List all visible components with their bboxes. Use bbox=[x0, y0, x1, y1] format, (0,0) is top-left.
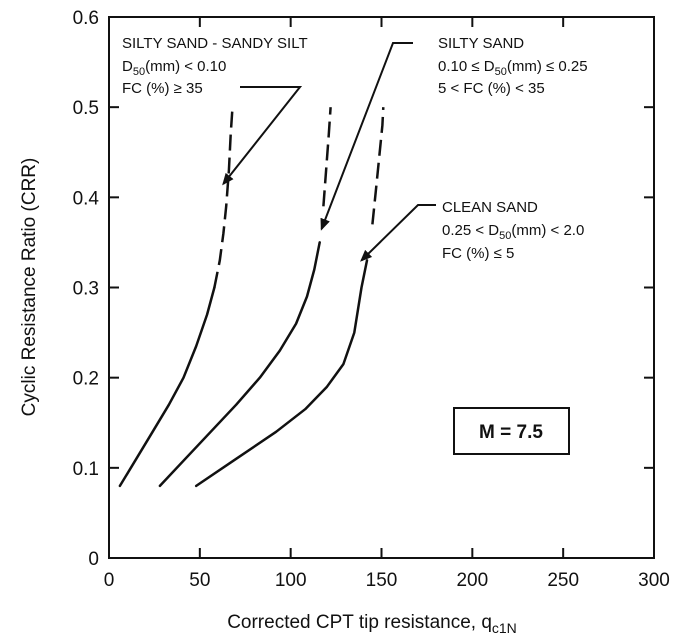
arrow-clean-sand bbox=[360, 204, 436, 262]
y-tick-label: 0.2 bbox=[73, 369, 99, 390]
x-tick-label: 300 bbox=[638, 570, 670, 591]
magnitude-label: M = 7.5 bbox=[479, 422, 543, 443]
y-tick-label: 0.6 bbox=[73, 8, 99, 29]
x-tick-label: 150 bbox=[366, 570, 398, 591]
annotation-title: SILTY SAND bbox=[438, 35, 524, 52]
plot-frame bbox=[108, 16, 655, 559]
curve-dashed-2 bbox=[371, 107, 385, 225]
annotation-silty-sand: SILTY SAND 0.10 ≤ D50(mm) ≤ 0.25 5 < FC … bbox=[438, 35, 588, 97]
x-tick-label: 0 bbox=[104, 570, 115, 591]
x-tick-labels: 0 50 100 150 200 250 300 bbox=[104, 570, 670, 591]
annotation-d50-line: D50(mm) < 0.10 bbox=[122, 58, 226, 78]
curve-dashed-1 bbox=[322, 107, 332, 207]
x-tick-label: 250 bbox=[547, 570, 579, 591]
x-tick-label: 200 bbox=[456, 570, 488, 591]
annotation-clean-sand: CLEAN SAND 0.25 < D50(mm) < 2.0 FC (%) ≤… bbox=[442, 199, 584, 262]
annotation-title: CLEAN SAND bbox=[442, 199, 538, 216]
crr-curves bbox=[118, 107, 385, 488]
curve-solid-1 bbox=[158, 241, 321, 488]
x-tick-label: 100 bbox=[275, 570, 307, 591]
magnitude-box: M = 7.5 bbox=[453, 407, 570, 455]
arrow-silty-sandy-silt bbox=[222, 86, 303, 186]
y-tick-labels: 0 0.1 0.2 0.3 0.4 0.5 0.6 bbox=[73, 8, 100, 570]
y-tick-label: 0.4 bbox=[73, 188, 100, 209]
annotation-fc-line: 5 < FC (%) < 35 bbox=[438, 80, 545, 97]
annotation-d50-line: 0.25 < D50(mm) < 2.0 bbox=[442, 222, 584, 242]
annotation-d50-line: 0.10 ≤ D50(mm) ≤ 0.25 bbox=[438, 58, 588, 78]
y-axis-title: Cyclic Resistance Ratio (CRR) bbox=[19, 158, 40, 417]
annotation-title: SILTY SAND - SANDY SILT bbox=[122, 35, 308, 52]
x-axis-title: Corrected CPT tip resistance, qc1N bbox=[227, 612, 517, 636]
annotation-fc-line: FC (%) ≤ 5 bbox=[442, 245, 514, 262]
arrow-silty-sand bbox=[320, 42, 413, 231]
y-tick-label: 0.1 bbox=[73, 459, 99, 480]
curve-dashed-0 bbox=[213, 107, 234, 288]
annotation-silty-sandy-silt: SILTY SAND - SANDY SILT D50(mm) < 0.10 F… bbox=[122, 35, 308, 97]
annotation-fc-line: FC (%) ≥ 35 bbox=[122, 80, 203, 97]
annotation-arrows bbox=[222, 42, 436, 262]
y-tick-label: 0.3 bbox=[73, 279, 99, 300]
curve-solid-0 bbox=[118, 286, 216, 488]
x-tick-label: 50 bbox=[189, 570, 210, 591]
y-tick-label: 0 bbox=[88, 549, 99, 570]
axis-ticks bbox=[108, 16, 655, 559]
y-tick-label: 0.5 bbox=[73, 98, 99, 119]
curve-solid-2 bbox=[194, 259, 369, 488]
